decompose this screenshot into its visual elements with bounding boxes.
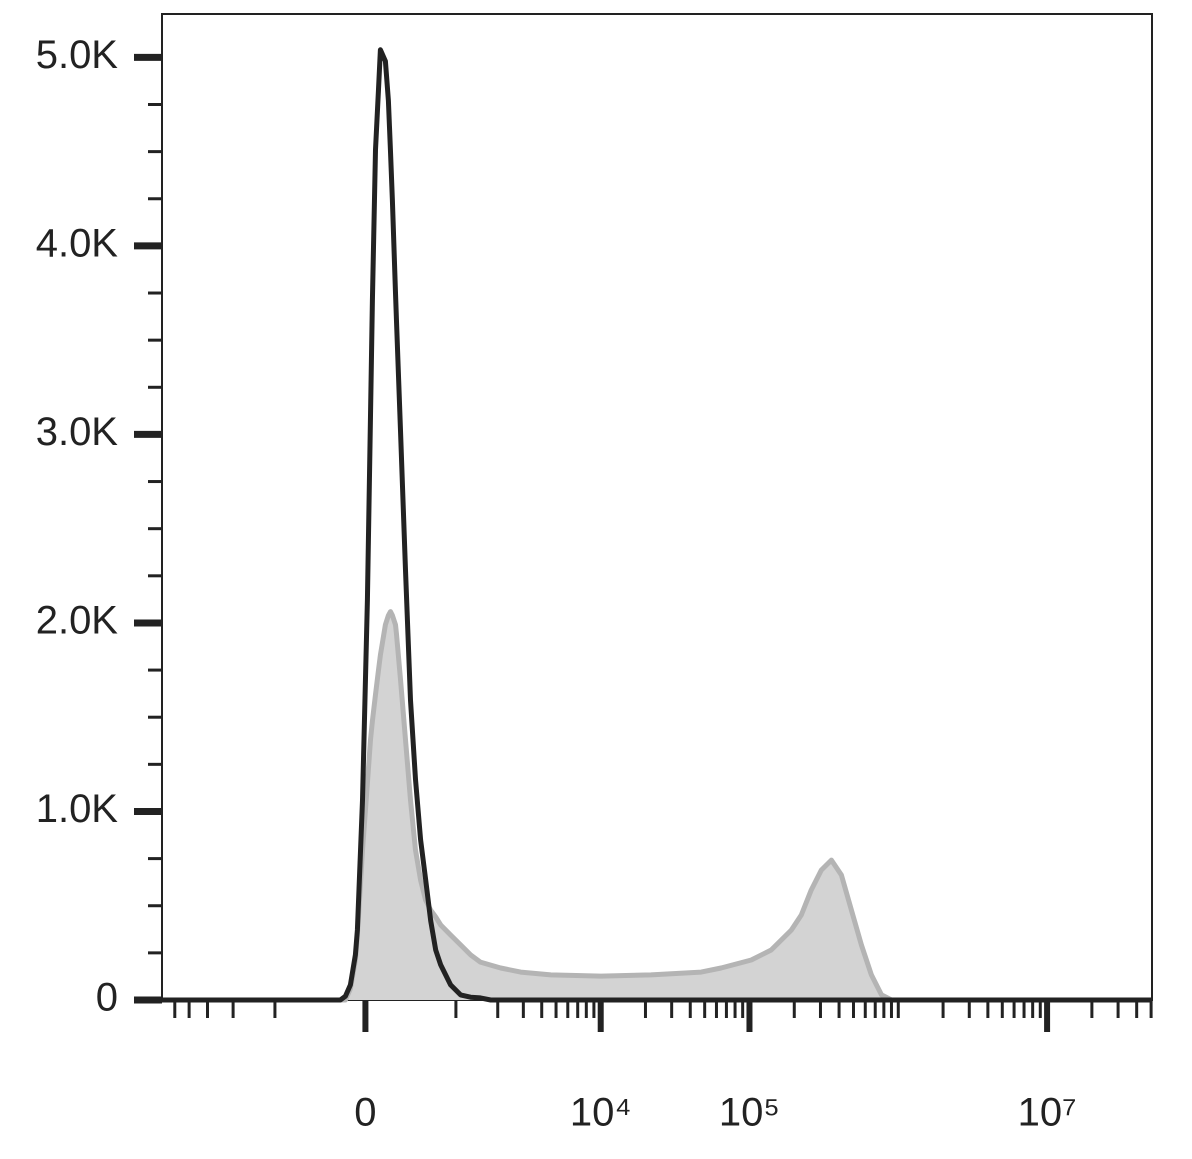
y-tick-label: 3.0K [36,410,119,454]
y-tick-label: 5.0K [36,33,119,77]
x-tick-label: 10⁷ [1018,1091,1077,1135]
histogram-line [162,609,1152,1003]
area-fill [162,611,1152,1000]
plot-frame [161,13,1153,1001]
x-tick-label: 10⁵ [719,1091,780,1135]
x-tick-label: 10⁴ [570,1091,632,1135]
y-tick-label: 1.0K [36,787,119,831]
y-tick-label: 0 [96,976,118,1020]
x-tick-label: 0 [354,1091,376,1135]
histogram-line [162,47,1152,1003]
y-tick-label: 2.0K [36,599,119,643]
y-tick-label: 4.0K [36,221,119,265]
